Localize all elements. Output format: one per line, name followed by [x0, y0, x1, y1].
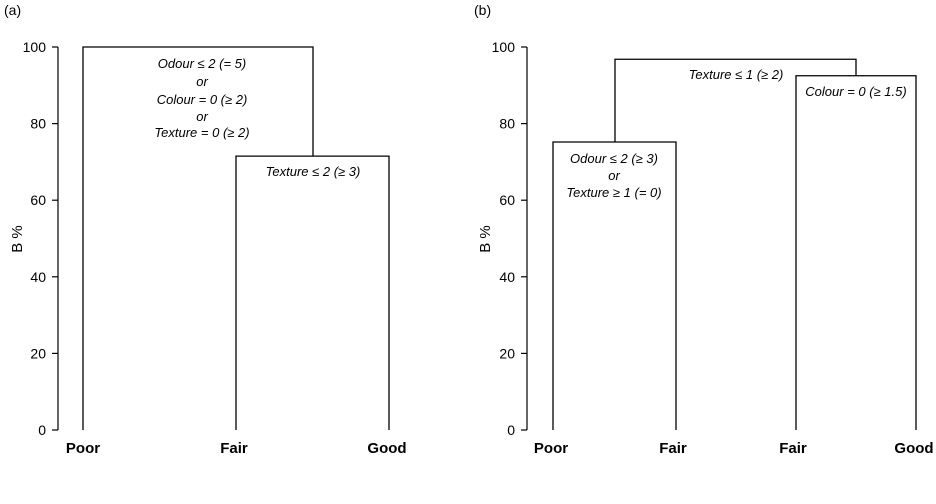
panel-a-split-2-label: Texture ≤ 2 (≥ 3)	[266, 164, 361, 179]
panel-a-leaf-label: Poor	[66, 440, 100, 457]
split-text: or	[608, 168, 620, 183]
split-text: or	[196, 74, 208, 89]
panel-a-y-ticks: 0 20 40 60 80 100	[23, 39, 58, 438]
panel-a-label: (a)	[4, 2, 21, 18]
panel-a-split-1-label: Odour ≤ 2 (= 5) or Colour = 0 (≥ 2) or T…	[154, 56, 249, 140]
y-tick-label: 80	[499, 116, 515, 132]
y-tick-label: 100	[23, 39, 47, 55]
panel-b-y-ticks: 0 20 40 60 80 100	[492, 39, 527, 438]
panel-b: (b) 0 20 40 60 80 100 B % Poor Fair Fair Good…	[474, 2, 934, 457]
y-tick-label: 60	[499, 192, 515, 208]
panel-b-label: (b)	[474, 2, 491, 18]
panel-b-split-1-bracket	[614, 58, 857, 142]
panel-a-split-1-bracket	[82, 46, 314, 430]
panel-a-tree	[82, 46, 390, 430]
y-tick-label: 40	[499, 269, 515, 285]
panel-b-split-3-label: Colour = 0 (≥ 1.5)	[805, 84, 906, 99]
split-text: Texture ≥ 1 (= 0)	[566, 185, 661, 200]
y-tick-label: 0	[38, 422, 46, 438]
panel-a-leaf-label: Good	[367, 440, 406, 457]
panel-b-leaf-label: Good	[894, 440, 933, 457]
y-tick-label: 40	[30, 269, 46, 285]
split-text: or	[196, 109, 208, 124]
panel-b-leaf-label: Fair	[779, 440, 807, 457]
split-text: Odour ≤ 2 (= 5)	[158, 56, 246, 71]
split-text: Odour ≤ 2 (≥ 3)	[570, 151, 658, 166]
panel-b-leaf-label: Fair	[659, 440, 687, 457]
split-text: Colour = 0 (≥ 1.5)	[805, 84, 906, 99]
split-text: Colour = 0 (≥ 2)	[157, 92, 248, 107]
panel-b-split-1-label: Texture ≤ 1 (≥ 2)	[689, 67, 784, 82]
y-tick-label: 20	[499, 345, 515, 361]
panel-b-y-axis-title: B %	[477, 225, 494, 253]
y-tick-label: 60	[30, 192, 46, 208]
y-tick-label: 20	[30, 345, 46, 361]
y-tick-label: 0	[507, 422, 515, 438]
panel-a: (a) 0 20 40 60 80 100 B % Poor Fair Good Odou…	[4, 2, 407, 457]
split-text: Texture ≤ 2 (≥ 3)	[266, 164, 361, 179]
y-tick-label: 100	[492, 39, 516, 55]
panel-b-split-2-bracket	[552, 141, 677, 430]
split-text: Texture ≤ 1 (≥ 2)	[689, 67, 784, 82]
panel-b-split-2-label: Odour ≤ 2 (≥ 3) or Texture ≥ 1 (= 0)	[566, 151, 661, 200]
panel-a-y-axis-title: B %	[9, 225, 26, 253]
panel-b-leaf-label: Poor	[534, 440, 568, 457]
y-tick-label: 80	[30, 116, 46, 132]
panel-b-tree	[552, 58, 917, 430]
panel-a-split-2-bracket	[235, 155, 390, 430]
panel-b-split-3-bracket	[795, 75, 917, 430]
split-text: Texture = 0 (≥ 2)	[154, 125, 249, 140]
panel-a-leaf-label: Fair	[220, 440, 248, 457]
